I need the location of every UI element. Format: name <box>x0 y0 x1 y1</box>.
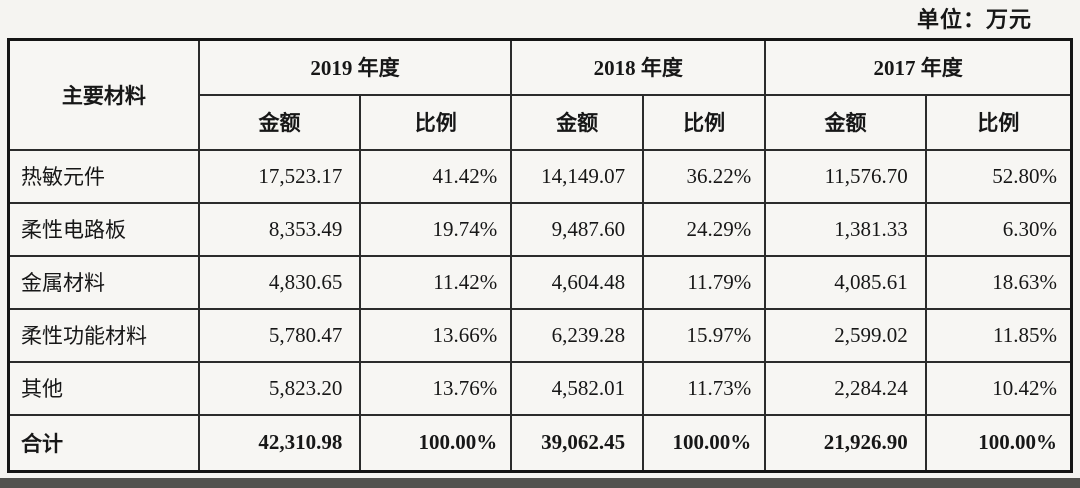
amount-2017: 11,576.70 <box>764 148 927 204</box>
amount-2017: 2,599.02 <box>764 307 927 363</box>
ratio-2017: 6.30% <box>924 201 1073 257</box>
amount-2019: 4,830.65 <box>197 254 362 310</box>
year-header-2018: 2018 年度 <box>510 38 767 96</box>
ratio-2019: 19.74% <box>359 201 513 257</box>
total-amount-2018: 39,062.45 <box>510 413 645 473</box>
ratio-2018: 36.22% <box>642 148 767 204</box>
amount-2018: 14,149.07 <box>510 148 645 204</box>
subheader-2019-amount: 金额 <box>197 93 362 151</box>
amount-2018: 4,582.01 <box>510 360 645 416</box>
main-materials-table: 主要材料 2019 年度 2018 年度 2017 年度 金额 比例 金额 比例… <box>7 38 1073 473</box>
amount-2019: 17,523.17 <box>197 148 362 204</box>
ratio-2019: 11.42% <box>359 254 513 310</box>
amount-2018: 9,487.60 <box>510 201 645 257</box>
ratio-2018: 11.79% <box>642 254 767 310</box>
amount-2017: 2,284.24 <box>764 360 927 416</box>
subheader-2018-ratio: 比例 <box>642 93 767 151</box>
ratio-2018: 15.97% <box>642 307 767 363</box>
total-ratio-2019: 100.00% <box>359 413 513 473</box>
material-name: 柔性功能材料 <box>7 307 200 363</box>
material-name: 柔性电路板 <box>7 201 200 257</box>
ratio-2017: 11.85% <box>924 307 1073 363</box>
ratio-2019: 41.42% <box>359 148 513 204</box>
table-row-flexible-functional-materials: 柔性功能材料 5,780.47 13.66% 6,239.28 15.97% 2… <box>7 307 1073 363</box>
subheader-2017-amount: 金额 <box>764 93 927 151</box>
year-header-2019: 2019 年度 <box>197 38 513 96</box>
table-row-total: 合计 42,310.98 100.00% 39,062.45 100.00% 2… <box>7 413 1073 473</box>
amount-2019: 5,823.20 <box>197 360 362 416</box>
table-row-metal-materials: 金属材料 4,830.65 11.42% 4,604.48 11.79% 4,0… <box>7 254 1073 310</box>
total-ratio-2018: 100.00% <box>642 413 767 473</box>
bottom-divider-bar <box>0 478 1080 488</box>
unit-label: 单位：万元 <box>916 7 1032 32</box>
subheader-2018-amount: 金额 <box>510 93 645 151</box>
ratio-2017: 52.80% <box>924 148 1073 204</box>
year-header-2017: 2017 年度 <box>764 38 1073 96</box>
ratio-2017: 18.63% <box>924 254 1073 310</box>
subheader-2019-ratio: 比例 <box>359 93 513 151</box>
ratio-2019: 13.76% <box>359 360 513 416</box>
total-amount-2017: 21,926.90 <box>764 413 927 473</box>
ratio-2018: 11.73% <box>642 360 767 416</box>
amount-2019: 5,780.47 <box>197 307 362 363</box>
total-ratio-2017: 100.00% <box>924 413 1073 473</box>
amount-2017: 4,085.61 <box>764 254 927 310</box>
total-label: 合计 <box>7 413 200 473</box>
amount-2019: 8,353.49 <box>197 201 362 257</box>
material-name: 金属材料 <box>7 254 200 310</box>
subheader-2017-ratio: 比例 <box>924 93 1073 151</box>
ratio-2018: 24.29% <box>642 201 767 257</box>
total-amount-2019: 42,310.98 <box>197 413 362 473</box>
column-header-material: 主要材料 <box>7 38 200 151</box>
table-row-flexible-circuit-board: 柔性电路板 8,353.49 19.74% 9,487.60 24.29% 1,… <box>7 201 1073 257</box>
amount-2017: 1,381.33 <box>764 201 927 257</box>
material-name: 热敏元件 <box>7 148 200 204</box>
ratio-2017: 10.42% <box>924 360 1073 416</box>
material-name: 其他 <box>7 360 200 416</box>
header-row-years: 主要材料 2019 年度 2018 年度 2017 年度 <box>7 38 1073 151</box>
header-row-subcolumns: 金额 比例 金额 比例 金额 比例 <box>9 93 1073 151</box>
table-row-others: 其他 5,823.20 13.76% 4,582.01 11.73% 2,284… <box>7 360 1073 416</box>
amount-2018: 6,239.28 <box>510 307 645 363</box>
amount-2018: 4,604.48 <box>510 254 645 310</box>
ratio-2019: 13.66% <box>359 307 513 363</box>
table-row-thermal-elements: 热敏元件 17,523.17 41.42% 14,149.07 36.22% 1… <box>7 148 1073 204</box>
